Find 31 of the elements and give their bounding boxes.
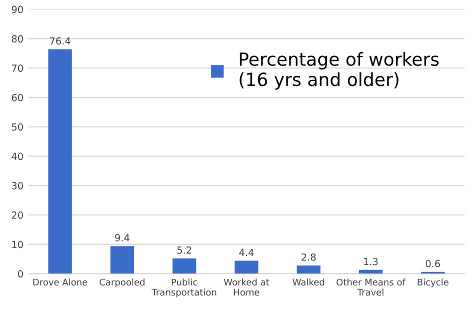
y-tick-label: 70 bbox=[12, 64, 23, 72]
y-tick-label: 60 bbox=[12, 94, 23, 102]
bar bbox=[296, 265, 320, 274]
x-tick-label: Worked at Home bbox=[224, 278, 270, 296]
data-label: 9.4 bbox=[115, 234, 130, 242]
bar bbox=[110, 246, 134, 274]
bar bbox=[234, 260, 258, 274]
x-tick-label: Walked bbox=[292, 278, 324, 286]
y-tick-label: 30 bbox=[12, 182, 23, 190]
y-tick-label: 80 bbox=[12, 35, 23, 43]
bar bbox=[48, 49, 72, 274]
y-tick-label: 90 bbox=[12, 6, 23, 14]
x-tick-label: Other Means of Travel bbox=[336, 278, 406, 296]
legend-label: Percentage of workers (16 yrs and older) bbox=[240, 52, 439, 90]
data-label: 5.2 bbox=[177, 246, 192, 254]
x-tick-label: Carpooled bbox=[100, 278, 144, 288]
bar bbox=[172, 258, 196, 274]
y-tick-label: 20 bbox=[12, 211, 23, 219]
x-tick-label: Drove Alone bbox=[33, 278, 88, 286]
data-label: 76.4 bbox=[50, 37, 70, 45]
y-tick-label: 10 bbox=[12, 240, 23, 248]
y-tick-label: 0 bbox=[18, 270, 23, 278]
y-tick-label: 50 bbox=[12, 123, 23, 131]
y-tick-label: 40 bbox=[12, 152, 23, 160]
x-tick-label: Bicycle bbox=[418, 278, 448, 288]
x-tick-label: Public Transportation bbox=[152, 278, 216, 298]
bar bbox=[358, 270, 383, 274]
data-label: 2.8 bbox=[302, 253, 316, 261]
data-label: 4.4 bbox=[239, 248, 254, 256]
data-label: 1.3 bbox=[364, 258, 378, 266]
data-label: 0.6 bbox=[426, 260, 440, 268]
